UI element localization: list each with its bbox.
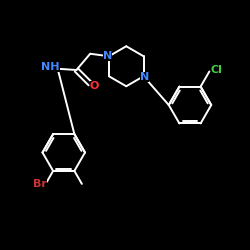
Text: Cl: Cl — [211, 65, 223, 75]
Text: O: O — [90, 81, 99, 91]
Text: N: N — [103, 51, 112, 61]
Text: N: N — [140, 72, 149, 82]
Text: Br: Br — [33, 179, 47, 189]
Text: NH: NH — [42, 62, 60, 72]
